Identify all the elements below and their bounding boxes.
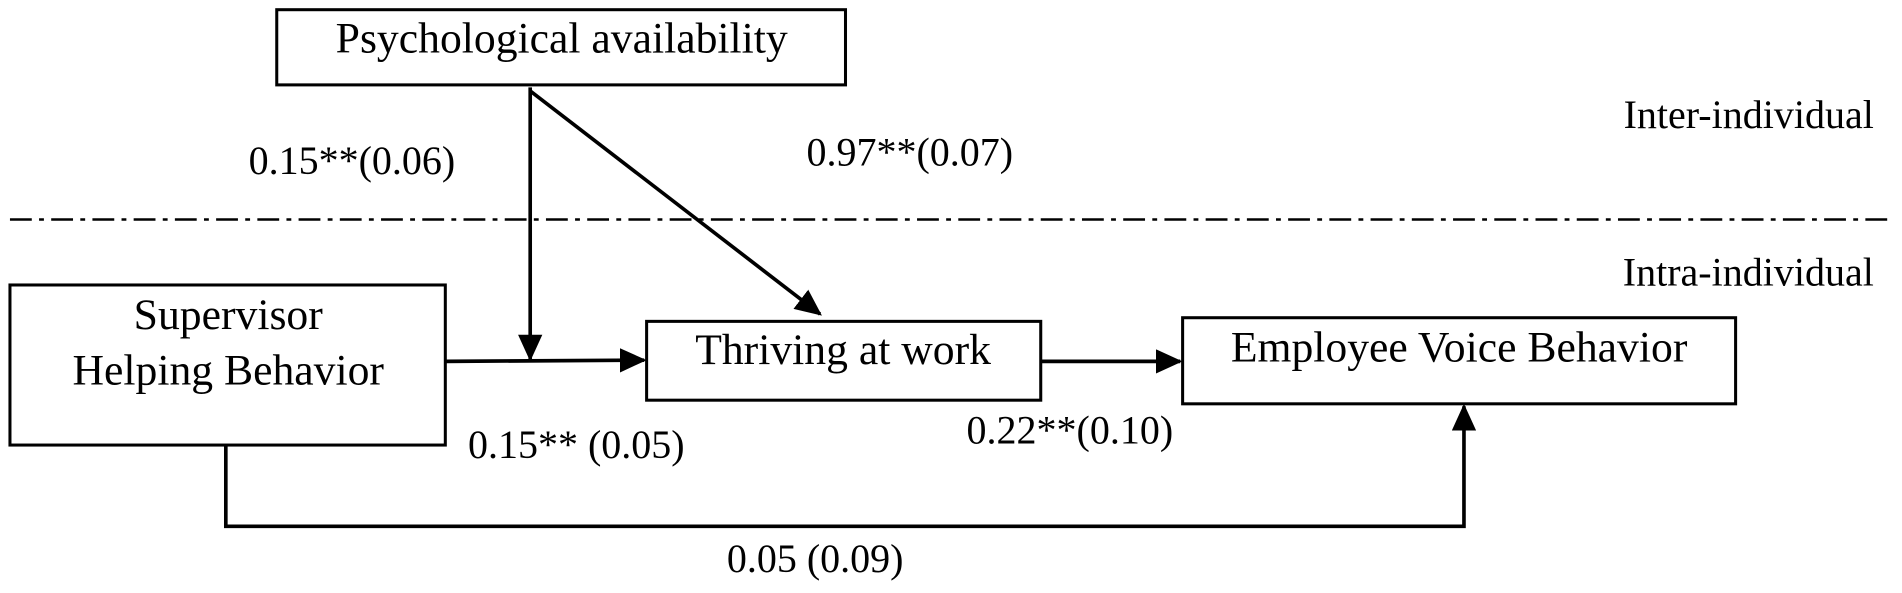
level-label: Inter-individual (1624, 92, 1874, 137)
edge-label: 0.05 (0.09) (727, 536, 904, 581)
edge-label: 0.97**(0.07) (806, 130, 1013, 175)
edge-label: 0.22**(0.10) (967, 407, 1174, 452)
arrow (445, 348, 647, 373)
level-label: Intra-individual (1623, 250, 1874, 295)
node-label: Supervisor (134, 291, 324, 339)
node-box (645, 319, 1043, 402)
node-box (275, 8, 848, 87)
edge-label: 0.15**(0.06) (249, 138, 456, 183)
node-box (8, 283, 447, 447)
node-label: Helping Behavior (73, 347, 385, 395)
edge-label: 0.15** (0.05) (468, 422, 685, 467)
node-label: Employee Voice Behavior (1231, 324, 1688, 372)
node-box (1181, 316, 1738, 406)
node-label: Thriving at work (695, 326, 991, 374)
arrow (223, 403, 1477, 529)
node-label: Psychological availability (336, 14, 788, 62)
arrow (529, 89, 822, 316)
